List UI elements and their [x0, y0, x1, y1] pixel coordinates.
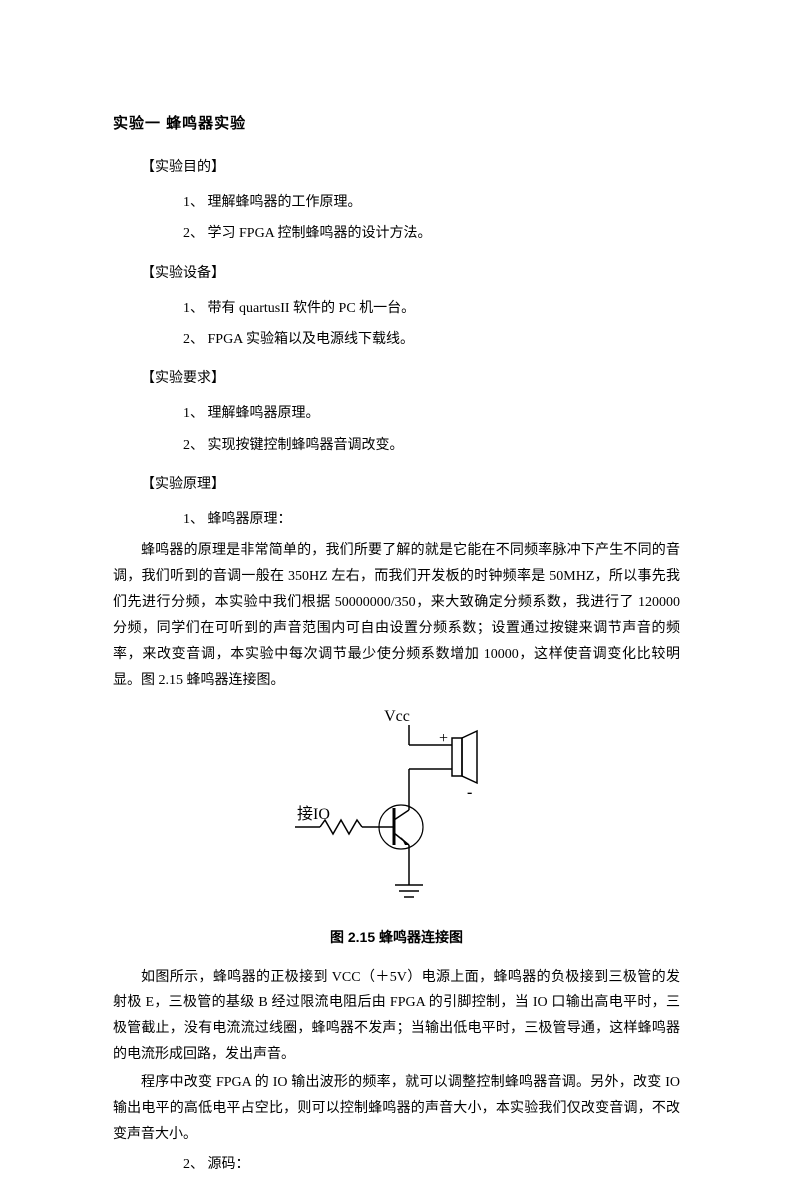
purpose-item-2: 2、 学习 FPGA 控制蜂鸣器的设计方法。 [183, 221, 680, 246]
diagram-caption: 图 2.15 蜂鸣器连接图 [113, 925, 680, 950]
principle-item-1: 1、 蜂鸣器原理： [183, 507, 680, 532]
principle-item-2: 2、 源码： [183, 1152, 680, 1177]
purpose-label: 【实验目的】 [141, 155, 680, 180]
equipment-item-2: 2、 FPGA 实验箱以及电源线下载线。 [183, 327, 680, 352]
plus-label: + [439, 730, 448, 747]
principle-label: 【实验原理】 [141, 472, 680, 497]
circuit-diagram: Vcc + - 接IO [113, 705, 680, 915]
minus-label: - [467, 784, 472, 801]
experiment-title: 实验一 蜂鸣器实验 [113, 110, 680, 137]
io-label: 接IO [297, 805, 330, 823]
equipment-item-1: 1、 带有 quartusII 软件的 PC 机一台。 [183, 296, 680, 321]
principle-para-3: 程序中改变 FPGA 的 IO 输出波形的频率，就可以调整控制蜂鸣器音调。另外，… [113, 1070, 680, 1148]
principle-para-1: 蜂鸣器的原理是非常简单的，我们所要了解的就是它能在不同频率脉冲下产生不同的音调，… [113, 538, 680, 693]
equipment-label: 【实验设备】 [141, 261, 680, 286]
purpose-item-1: 1、 理解蜂鸣器的工作原理。 [183, 190, 680, 215]
requirements-item-1: 1、 理解蜂鸣器原理。 [183, 401, 680, 426]
vcc-label: Vcc [384, 708, 410, 725]
principle-para-2: 如图所示，蜂鸣器的正极接到 VCC（＋5V）电源上面，蜂鸣器的负极接到三极管的发… [113, 965, 680, 1069]
requirements-label: 【实验要求】 [141, 366, 680, 391]
requirements-item-2: 2、 实现按键控制蜂鸣器音调改变。 [183, 433, 680, 458]
